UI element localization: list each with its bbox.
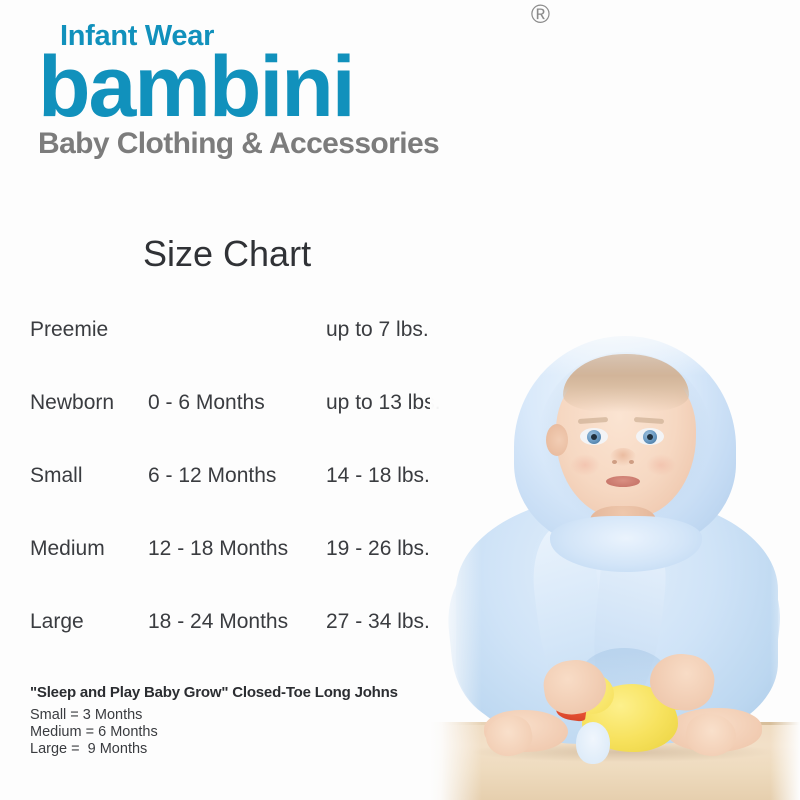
brand-logo: Infant Wear bambini ® Baby Clothing & Ac… <box>38 1 558 160</box>
cell-size: Small <box>30 464 83 487</box>
towel-tuft <box>576 722 610 764</box>
footnote-block: "Sleep and Play Baby Grow" Closed-Toe Lo… <box>30 684 450 758</box>
cell-age: 6 - 12 Months <box>148 464 277 487</box>
cell-weight: up to 13 lbs. <box>326 391 441 414</box>
baby-in-bathrobe-photo <box>430 318 800 800</box>
footnote-heading: "Sleep and Play Baby Grow" Closed-Toe Lo… <box>30 684 398 701</box>
baby-ear <box>546 424 568 456</box>
brand-wordmark-row: bambini ® <box>38 1 558 135</box>
brand-eyebrow: Infant Wear <box>60 20 215 52</box>
cell-age: 18 - 24 Months <box>148 610 289 633</box>
cell-weight: 19 - 26 lbs. <box>326 537 430 560</box>
baby-mouth <box>606 476 640 487</box>
footnote-line: Large = 9 Months <box>30 740 148 757</box>
baby-nostril-left <box>612 460 617 464</box>
baby-nostril-right <box>629 460 634 464</box>
brand-tagline: Baby Clothing & Accessories <box>38 127 440 160</box>
table-row: Medium 12 - 18 Months 19 - 26 lbs. <box>30 537 480 610</box>
footnote-line: Medium = 6 Months <box>30 723 158 740</box>
baby-pupil-right <box>647 434 653 440</box>
registered-trademark-icon: ® <box>530 0 550 29</box>
table-row: Preemie up to 7 lbs. <box>30 318 480 391</box>
page-title: Size Chart <box>143 233 312 274</box>
cell-size: Newborn <box>30 391 115 414</box>
brand-wordmark: bambini <box>38 39 356 135</box>
cell-size: Large <box>30 610 84 633</box>
table-row: Small 6 - 12 Months 14 - 18 lbs. <box>30 464 480 537</box>
table-row: Large 18 - 24 Months 27 - 34 lbs. <box>30 610 480 683</box>
cell-age: 12 - 18 Months <box>148 537 289 560</box>
baby-cheek-right <box>646 454 676 476</box>
baby-pupil-left <box>591 434 597 440</box>
size-chart-table: Preemie up to 7 lbs. Newborn 0 - 6 Month… <box>30 318 480 683</box>
cell-weight: 14 - 18 lbs. <box>326 464 430 487</box>
table-row: Newborn 0 - 6 Months up to 13 lbs. <box>30 391 480 464</box>
cell-size: Preemie <box>30 318 109 341</box>
cell-weight: up to 7 lbs. <box>326 318 429 341</box>
baby-cheek-left <box>570 454 600 476</box>
cell-age: 0 - 6 Months <box>148 391 265 414</box>
cell-size: Medium <box>30 537 105 560</box>
footnote-line: Small = 3 Months <box>30 706 143 723</box>
cell-weight: 27 - 34 lbs. <box>326 610 430 633</box>
footnote-lines: Small = 3 Months Medium = 6 Months Large… <box>30 707 450 758</box>
